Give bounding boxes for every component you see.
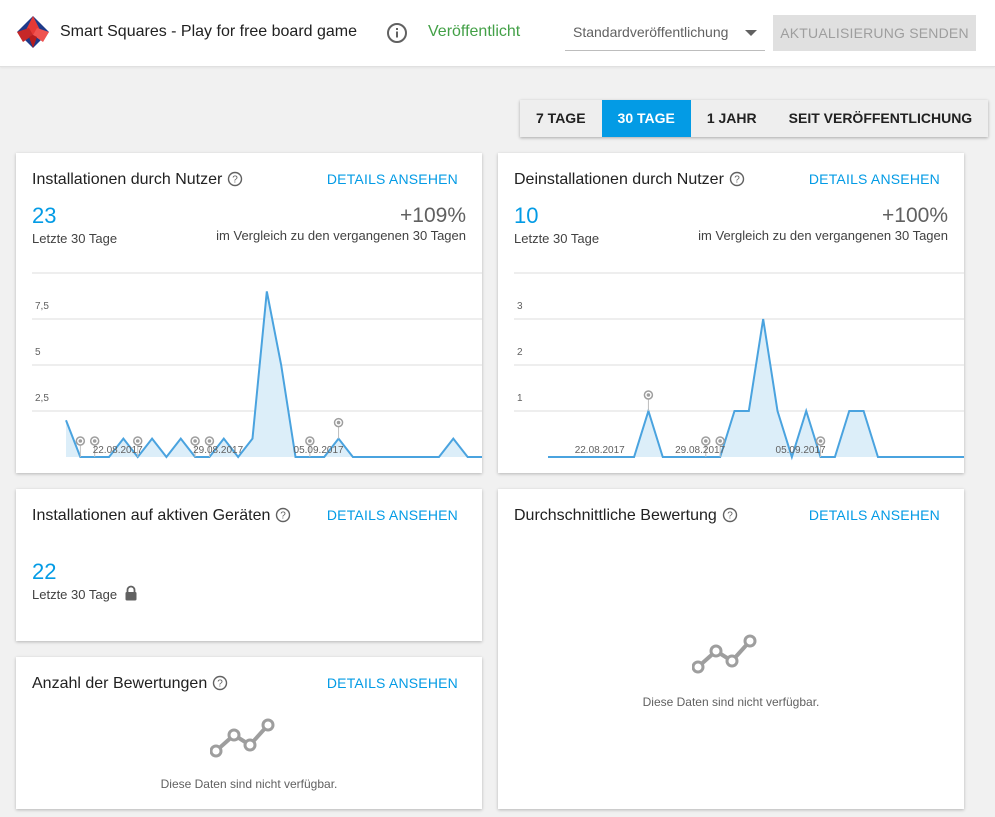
metric-value: 22 bbox=[32, 559, 57, 584]
annotation-marker-dot bbox=[207, 439, 212, 443]
card-title: Installationen durch Nutzer? bbox=[32, 171, 243, 189]
annotation-marker-dot bbox=[703, 439, 708, 443]
annotation-marker-dot bbox=[308, 439, 312, 443]
comparison-text: im Vergleich zu den vergangenen 30 Tagen bbox=[216, 228, 466, 243]
metric-period: Letzte 30 Tage bbox=[514, 231, 600, 246]
tab-1-year[interactable]: 1 JAHR bbox=[706, 110, 757, 126]
tab-7-days[interactable]: 7 TAGE bbox=[536, 110, 586, 126]
x-tick-label: 22.08.2017 bbox=[575, 445, 625, 456]
x-tick-label: 22.08.2017 bbox=[93, 445, 143, 456]
svg-text:?: ? bbox=[281, 511, 287, 522]
details-link[interactable]: DETAILS ANSEHEN bbox=[808, 171, 940, 187]
annotation-marker-dot bbox=[193, 439, 197, 443]
tab-since-release[interactable]: SEIT VERÖFFENTLICHUNG bbox=[788, 110, 973, 126]
card-title: Durchschnittliche Bewertung? bbox=[514, 507, 738, 525]
y-tick-label: 2 bbox=[517, 347, 523, 358]
help-icon[interactable]: ? bbox=[729, 171, 745, 187]
x-tick-label: 29.08.2017 bbox=[675, 445, 725, 456]
trend-line-icon bbox=[210, 718, 275, 758]
details-link[interactable]: DETAILS ANSEHEN bbox=[326, 507, 458, 523]
y-tick-label: 4 bbox=[517, 265, 523, 266]
change-percent: +100% bbox=[882, 204, 948, 227]
uninstalls-card: Deinstallationen durch Nutzer? DETAILS A… bbox=[498, 153, 964, 473]
y-tick-label: 5 bbox=[35, 347, 41, 358]
installs-card: Installationen durch Nutzer? DETAILS ANS… bbox=[16, 153, 482, 473]
active-devices-card: Installationen auf aktiven Geräten? DETA… bbox=[16, 489, 482, 641]
series-area bbox=[548, 319, 964, 457]
track-select[interactable]: Standardveröffentlichung bbox=[565, 15, 765, 51]
metric-period: Letzte 30 Tage bbox=[32, 587, 118, 602]
no-data-text: Diese Daten sind nicht verfügbar. bbox=[642, 695, 820, 709]
help-icon[interactable]: ? bbox=[722, 507, 738, 523]
y-tick-label: 3 bbox=[517, 301, 523, 312]
date-range-toggle: 7 TAGE 30 TAGE 1 JAHR SEIT VERÖFFENTLICH… bbox=[520, 100, 989, 137]
chevron-down-icon bbox=[745, 30, 757, 36]
svg-text:?: ? bbox=[233, 175, 239, 186]
card-title: Deinstallationen durch Nutzer? bbox=[514, 171, 745, 189]
card-title-text: Installationen auf aktiven Geräten bbox=[32, 507, 271, 524]
metric-value: 10 bbox=[514, 203, 539, 228]
series-line bbox=[548, 318, 964, 461]
x-tick-label: 05.09.2017 bbox=[294, 445, 344, 456]
svg-text:?: ? bbox=[727, 511, 733, 522]
no-data-text: Diese Daten sind nicht verfügbar. bbox=[160, 777, 338, 791]
annotation-marker-dot bbox=[818, 439, 823, 443]
annotation-marker-dot bbox=[135, 439, 140, 443]
info-icon[interactable] bbox=[386, 22, 408, 44]
rating-count-card: Anzahl der Bewertungen? DETAILS ANSEHEN … bbox=[16, 657, 482, 809]
svg-text:?: ? bbox=[217, 679, 223, 690]
metric-value: 23 bbox=[32, 203, 57, 228]
x-tick-label: 05.09.2017 bbox=[776, 445, 826, 456]
app-logo-icon[interactable] bbox=[16, 15, 50, 49]
details-link[interactable]: DETAILS ANSEHEN bbox=[808, 507, 940, 523]
send-update-button[interactable]: AKTUALISIERUNG SENDEN bbox=[773, 15, 976, 51]
x-tick-label: 29.08.2017 bbox=[193, 445, 243, 456]
comparison-text: im Vergleich zu den vergangenen 30 Tagen bbox=[698, 228, 948, 243]
app-title: Smart Squares - Play for free board game bbox=[60, 23, 358, 40]
y-tick-label: 2,5 bbox=[35, 393, 49, 404]
metric-period: Letzte 30 Tage bbox=[32, 231, 118, 246]
annotation-marker-dot bbox=[92, 439, 97, 443]
help-icon[interactable]: ? bbox=[275, 507, 291, 523]
help-icon[interactable]: ? bbox=[212, 675, 228, 691]
y-tick-label: 1 bbox=[517, 393, 523, 404]
lock-icon bbox=[125, 585, 137, 601]
svg-text:?: ? bbox=[734, 175, 740, 186]
annotation-marker-dot bbox=[78, 439, 83, 443]
details-link[interactable]: DETAILS ANSEHEN bbox=[326, 171, 458, 187]
details-link[interactable]: DETAILS ANSEHEN bbox=[326, 675, 458, 691]
annotation-marker-dot bbox=[718, 439, 722, 443]
tab-30-days[interactable]: 30 TAGE bbox=[601, 100, 691, 137]
status-badge: Veröffentlicht bbox=[428, 23, 521, 40]
card-title-text: Durchschnittliche Bewertung bbox=[514, 507, 717, 524]
series-line bbox=[65, 291, 482, 459]
annotation-marker-dot bbox=[336, 420, 341, 425]
annotation-marker-dot bbox=[646, 393, 651, 397]
trend-line-icon bbox=[692, 634, 757, 674]
card-title-text: Installationen durch Nutzer bbox=[32, 171, 223, 188]
uninstalls-chart: 1 2 3 4 22.08.2017 29.08.2017 05.09.2017 bbox=[514, 265, 964, 461]
y-tick-label: 10 bbox=[35, 265, 47, 266]
card-title-text: Deinstallationen durch Nutzer bbox=[514, 171, 724, 188]
track-select-value: Standardveröffentlichung bbox=[573, 24, 729, 40]
installs-chart: 2,5 5 7,5 10 22.08.2017 29.08.2017 05.09.2017 bbox=[32, 265, 482, 459]
card-title: Installationen auf aktiven Geräten? bbox=[32, 507, 291, 525]
top-bar: Smart Squares - Play for free board game… bbox=[0, 0, 995, 67]
series-area bbox=[66, 291, 482, 457]
card-title: Anzahl der Bewertungen? bbox=[32, 675, 228, 693]
avg-rating-card: Durchschnittliche Bewertung? DETAILS ANS… bbox=[498, 489, 964, 809]
change-percent: +109% bbox=[400, 204, 466, 227]
y-tick-label: 7,5 bbox=[35, 301, 49, 312]
card-title-text: Anzahl der Bewertungen bbox=[32, 675, 208, 692]
help-icon[interactable]: ? bbox=[227, 171, 243, 187]
